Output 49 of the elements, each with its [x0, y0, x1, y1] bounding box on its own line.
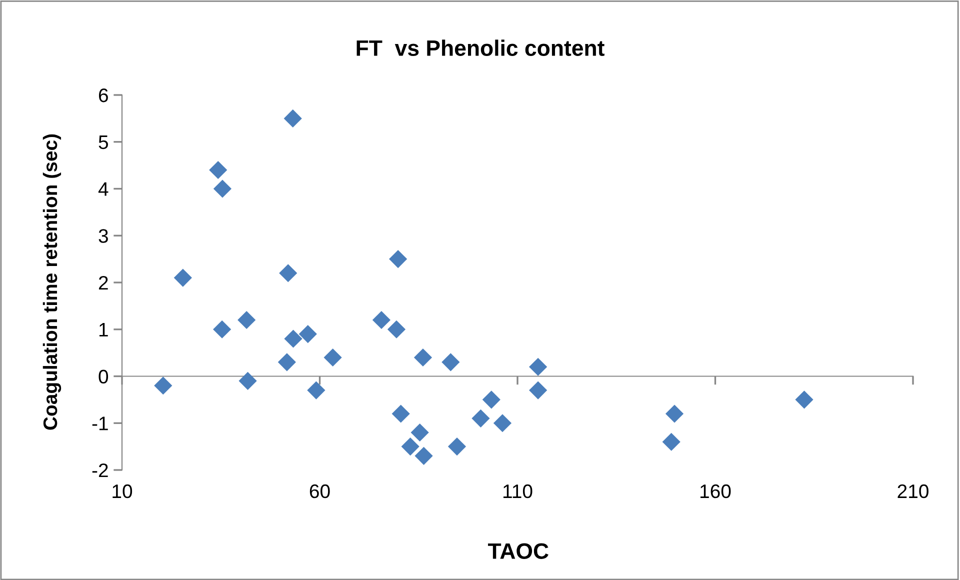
y-tick-label: -2 [92, 463, 108, 478]
point [665, 404, 684, 423]
x-tick-label: 210 [898, 484, 928, 498]
point [387, 320, 406, 338]
point [372, 310, 391, 330]
y-axis-title: Coagulation time retention (sec) [42, 134, 62, 430]
point [442, 353, 460, 372]
point [414, 446, 433, 465]
y-tick-label: 6 [98, 88, 108, 102]
point [238, 372, 257, 390]
point [392, 404, 410, 423]
point [529, 358, 548, 376]
point [174, 268, 192, 287]
point [529, 381, 548, 400]
point [279, 264, 298, 282]
point [213, 320, 232, 338]
point [324, 348, 342, 367]
x-tick-label: 60 [310, 484, 330, 498]
point [154, 376, 172, 395]
point [307, 381, 326, 400]
x-tick-label: 110 [503, 484, 532, 498]
point [493, 414, 512, 432]
point [472, 409, 490, 428]
y-tick-label: -1 [92, 416, 108, 430]
x-tick-label: 10 [112, 484, 132, 498]
point [298, 325, 317, 344]
x-tick-label: 160 [700, 484, 731, 498]
point [213, 180, 232, 198]
point [482, 390, 500, 409]
y-tick-label: 2 [98, 276, 108, 290]
point [284, 109, 302, 128]
y-tick-label: 3 [98, 229, 108, 243]
point [389, 250, 408, 268]
y-tick-label: 5 [98, 136, 108, 150]
point [284, 330, 302, 348]
point [278, 353, 296, 372]
point [401, 438, 420, 456]
chart-title: FT vs Phenolic content [356, 40, 604, 56]
point [795, 390, 814, 409]
point [410, 423, 429, 442]
point [414, 348, 432, 367]
y-tick-label: 1 [99, 323, 108, 336]
x-axis-title: TAOC [488, 543, 548, 559]
y-tick-label: 0 [98, 370, 108, 384]
point [209, 160, 228, 180]
y-tick-label: 4 [98, 182, 108, 196]
point [448, 438, 466, 456]
point [238, 310, 256, 330]
point [662, 432, 680, 451]
